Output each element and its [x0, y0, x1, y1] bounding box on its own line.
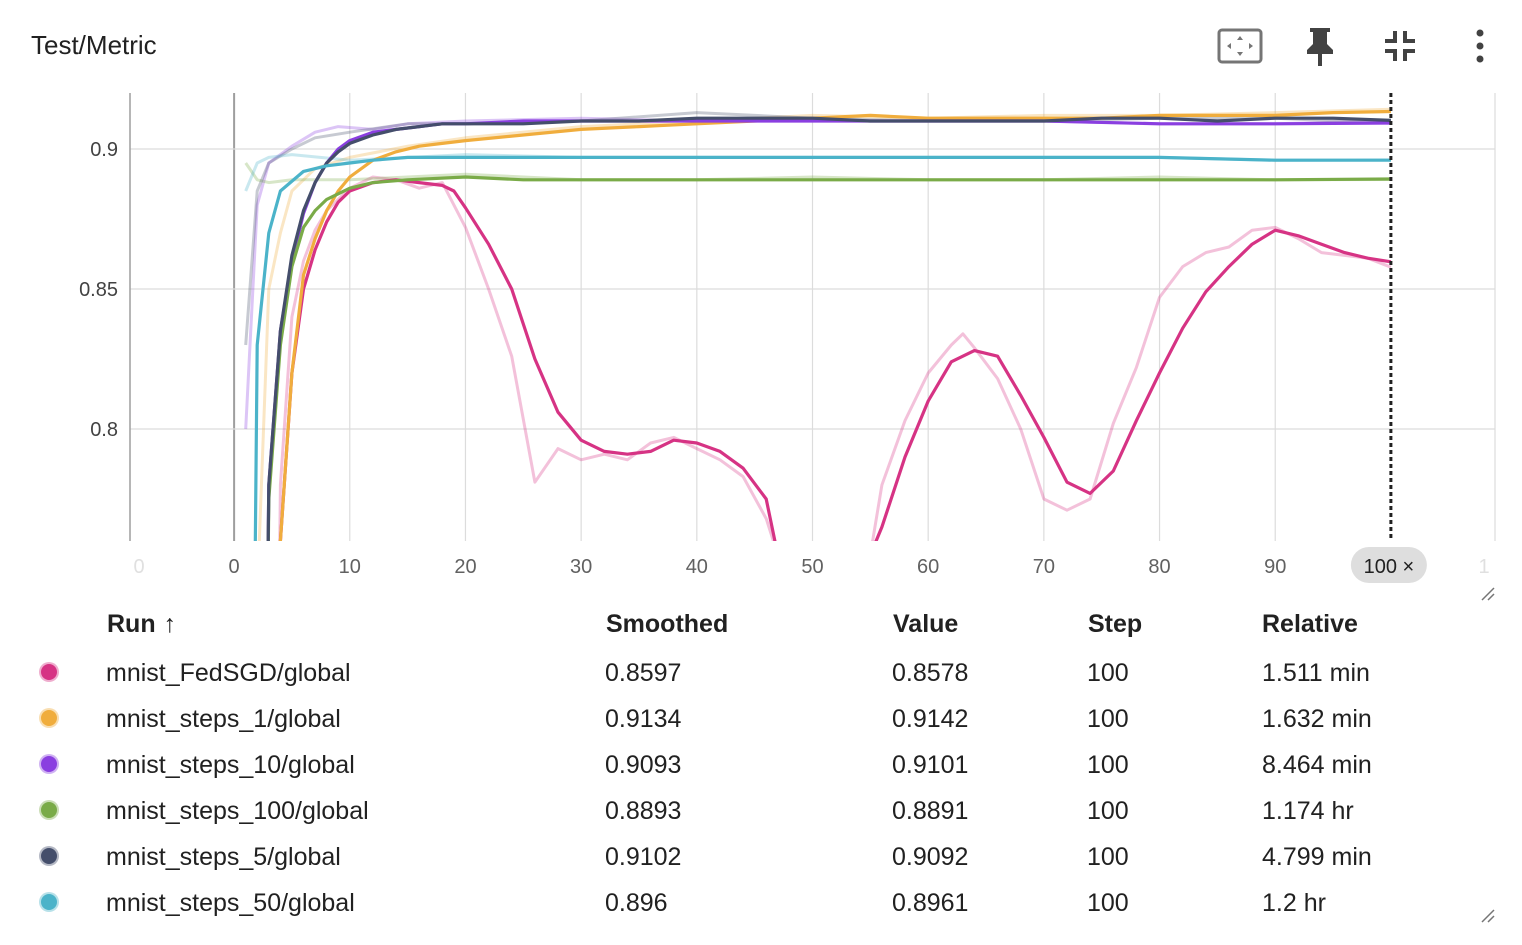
pin-icon: [1307, 28, 1333, 66]
card-title: Test/Metric: [31, 30, 157, 60]
x-tick-label: 50: [801, 556, 823, 578]
table-row[interactable]: mnist_steps_10/global 0.9093 0.9101 100 8.46…: [0, 742, 1522, 788]
cell-step: 100: [1087, 751, 1129, 779]
cell-run: mnist_steps_5/global: [106, 843, 341, 871]
cell-smoothed: 0.9102: [605, 843, 682, 871]
run-header-label: Run: [107, 610, 156, 638]
cell-step: 100: [1087, 889, 1129, 917]
x-tick-label: 80: [1148, 556, 1170, 578]
cell-run: mnist_steps_50/global: [106, 889, 355, 917]
cell-relative: 1.632 min: [1262, 705, 1372, 733]
cell-value: 0.9101: [892, 751, 969, 779]
step-column-header[interactable]: Step: [1088, 610, 1143, 638]
cell-smoothed: 0.9093: [605, 751, 682, 779]
series-group: [244, 107, 1392, 600]
cell-run: mnist_steps_1/global: [106, 705, 341, 733]
raw-series-line[interactable]: [269, 175, 778, 600]
cell-value: 0.9142: [892, 705, 969, 733]
cell-value: 0.8578: [892, 659, 969, 687]
cell-smoothed: 0.9134: [605, 705, 682, 733]
raw-series-line[interactable]: [870, 225, 1392, 555]
table-row[interactable]: mnist_FedSGD/global 0.8597 0.8578 100 1.511 …: [0, 650, 1522, 696]
cell-step: 100: [1087, 797, 1129, 825]
table-row[interactable]: mnist_steps_50/global 0.896 0.8961 100 1.2 h…: [0, 880, 1522, 926]
raw-series-line[interactable]: [244, 116, 1391, 430]
cell-run: mnist_steps_100/global: [106, 797, 369, 825]
cell-relative: 1.2 hr: [1262, 889, 1326, 917]
fit-domain-icon: [1217, 28, 1263, 64]
cell-run: mnist_FedSGD/global: [106, 659, 351, 687]
x-tick-label: 70: [1033, 556, 1055, 578]
cell-step: 100: [1087, 843, 1129, 871]
cell-relative: 1.174 hr: [1262, 797, 1354, 825]
smoothed-series-line[interactable]: [257, 119, 1391, 600]
cell-smoothed: 0.8893: [605, 797, 682, 825]
run-color-dot[interactable]: [39, 662, 59, 682]
cell-value: 0.8891: [892, 797, 969, 825]
smoothed-column-header[interactable]: Smoothed: [606, 610, 729, 638]
x-tick-label: 30: [570, 556, 592, 578]
smoothed-series-line[interactable]: [246, 155, 1391, 600]
sort-arrow-icon: ↑: [163, 610, 177, 638]
cell-relative: 4.799 min: [1262, 843, 1372, 871]
run-column-header[interactable]: Run ↑: [107, 610, 176, 639]
cell-run: mnist_steps_10/global: [106, 751, 355, 779]
step-cursor-label: 100 ×: [1364, 556, 1415, 578]
x-tick-label-faded: 0: [133, 556, 144, 578]
cell-value: 0.8961: [892, 889, 969, 917]
table-row[interactable]: mnist_steps_100/global 0.8893 0.8891 100 1.1…: [0, 788, 1522, 834]
table-row[interactable]: mnist_steps_5/global 0.9102 0.9092 100 4.799…: [0, 834, 1522, 880]
table-row[interactable]: mnist_steps_1/global 0.9134 0.9142 100 1.632…: [0, 696, 1522, 742]
collapse-button[interactable]: [1376, 22, 1424, 70]
value-column-header[interactable]: Value: [893, 610, 959, 638]
smoothed-series-line[interactable]: [870, 228, 1392, 555]
cell-step: 100: [1087, 659, 1129, 687]
cell-relative: 8.464 min: [1262, 751, 1372, 779]
cell-step: 100: [1087, 705, 1129, 733]
y-tick-label: 0.85: [79, 279, 118, 301]
relative-column-header[interactable]: Relative: [1262, 610, 1358, 638]
raw-series-line[interactable]: [257, 107, 1391, 597]
cell-value: 0.9092: [892, 843, 969, 871]
x-tick-label: 90: [1264, 556, 1286, 578]
cell-smoothed: 0.8597: [605, 659, 682, 687]
smoothed-series-line[interactable]: [257, 175, 1391, 600]
collapse-icon: [1385, 31, 1415, 61]
x-tick-label: 60: [917, 556, 939, 578]
run-color-dot[interactable]: [39, 754, 59, 774]
table-header: Run ↑ Smoothed Value Step Relative: [0, 610, 1522, 656]
pin-button[interactable]: [1296, 22, 1344, 70]
x-tick-label: 20: [454, 556, 476, 578]
x-tick-label: 10: [339, 556, 361, 578]
more-options-button[interactable]: [1456, 22, 1504, 70]
y-tick-label: 0.8: [90, 419, 118, 441]
smoothed-series-line[interactable]: [269, 178, 778, 600]
x-tick-label-faded: 1: [1478, 556, 1489, 578]
y-tick-label: 0.9: [90, 139, 118, 161]
smoothed-series-line[interactable]: [257, 116, 1391, 600]
run-color-dot[interactable]: [39, 846, 59, 866]
x-tick-label: 40: [686, 556, 708, 578]
run-color-dot[interactable]: [39, 892, 59, 912]
line-chart[interactable]: 0 10 20 30 40 50 60 70 80 90 0 1 0.8 0.85 0.9 100 ×: [0, 85, 1522, 600]
step-cursor-chip[interactable]: [1350, 547, 1427, 583]
cell-smoothed: 0.896: [605, 889, 668, 917]
chart-resize-icon[interactable]: [1480, 586, 1496, 602]
table-resize-icon[interactable]: [1480, 908, 1496, 924]
fit-domain-button[interactable]: [1216, 22, 1264, 70]
x-tick-label: 0: [229, 556, 240, 578]
cell-relative: 1.511 min: [1262, 659, 1370, 687]
run-color-dot[interactable]: [39, 708, 59, 728]
run-color-dot[interactable]: [39, 800, 59, 820]
more-vert-icon: [1476, 29, 1484, 63]
